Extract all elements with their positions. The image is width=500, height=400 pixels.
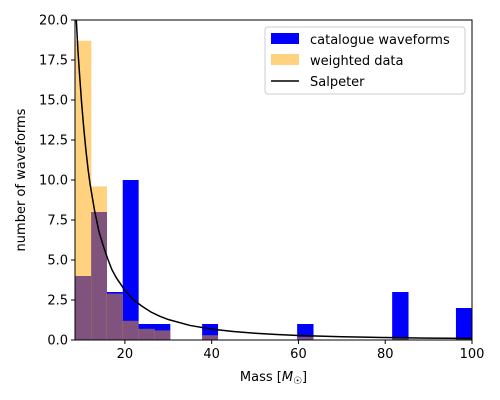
y-tick-label: 12.5 [39,134,68,149]
y-tick-label: 20.0 [39,14,68,29]
y-tick-label: 7.5 [47,214,68,229]
y-tick-label: 17.5 [39,54,68,69]
x-tick-label: 100 [460,347,485,362]
x-tick-label: 60 [290,347,307,362]
weighted-bar-5 [154,330,171,340]
y-tick-label: 0.0 [47,334,68,349]
weighted-bar-24 [455,338,472,340]
x-axis-label-sub: ☉ [293,376,302,387]
weighted-bar-20 [392,338,409,340]
x-axis-label-main: Mass [ [240,370,282,385]
weighted-bar-8 [202,335,219,340]
x-tick-label: 40 [203,347,220,362]
weighted-bar-14 [297,336,314,340]
catalogue-bar-3 [122,180,139,340]
legend-swatch-catalogue [271,33,299,44]
weighted-bar-0 [75,40,92,340]
legend: catalogue waveforms weighted data Salpet… [264,26,466,95]
y-tick-label: 5.0 [47,254,68,269]
salpeter-line-group [75,20,472,340]
y-tick-label: 2.5 [47,294,68,309]
x-axis-label-close: ] [302,370,307,385]
weighted-bar-1 [91,186,107,340]
salpeter-line [75,20,472,340]
legend-label-catalogue: catalogue waveforms [310,33,450,48]
legend-label-salpeter: Salpeter [310,75,365,90]
x-axis-label: Mass [M☉] [240,370,307,387]
x-tick-label: 20 [117,347,134,362]
catalogue-bar-20 [392,292,409,340]
x-axis-label-italic: M [282,370,293,385]
y-tick-label: 10.0 [39,174,68,189]
weighted-bar-2 [106,293,124,340]
x-tick-label: 80 [377,347,394,362]
weighted-bar-3 [122,320,139,340]
weighted-bar-4 [138,328,155,340]
legend-box [264,26,466,95]
y-tick-label: 15.0 [39,94,68,109]
legend-label-weighted: weighted data [310,54,404,69]
legend-swatch-weighted [271,54,299,65]
weighted-data-bars [75,40,472,340]
catalogue-bar-24 [455,308,472,340]
x-axis-ticks: 20 40 60 80 100 [117,340,485,362]
y-axis-label: number of waveforms [14,108,29,251]
y-axis-ticks: 0.0 2.5 5.0 7.5 10.0 12.5 15.0 17.5 20.0 [39,14,75,349]
